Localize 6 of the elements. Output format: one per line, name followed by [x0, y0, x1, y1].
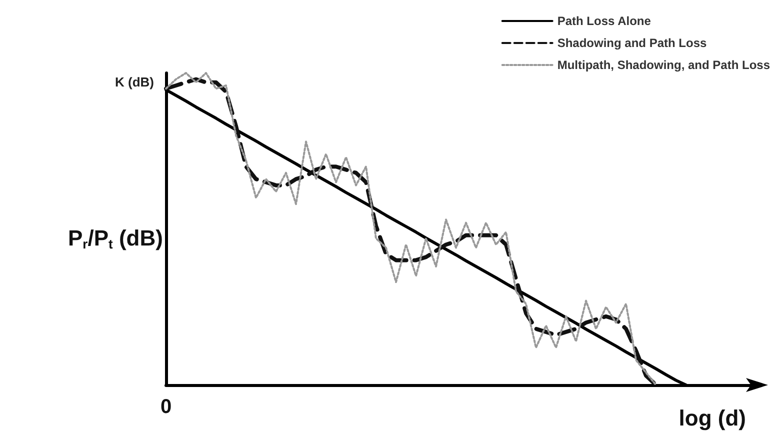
legend-label: Path Loss Alone — [557, 14, 652, 28]
legend-label: Shadowing and Path Loss — [557, 36, 708, 50]
x-axis-title: log (d) — [678, 406, 746, 430]
text: 0 — [160, 396, 172, 418]
legend-label: Multipath, Shadowing, and Path Loss — [557, 58, 770, 72]
text: K (dB) — [115, 74, 154, 90]
